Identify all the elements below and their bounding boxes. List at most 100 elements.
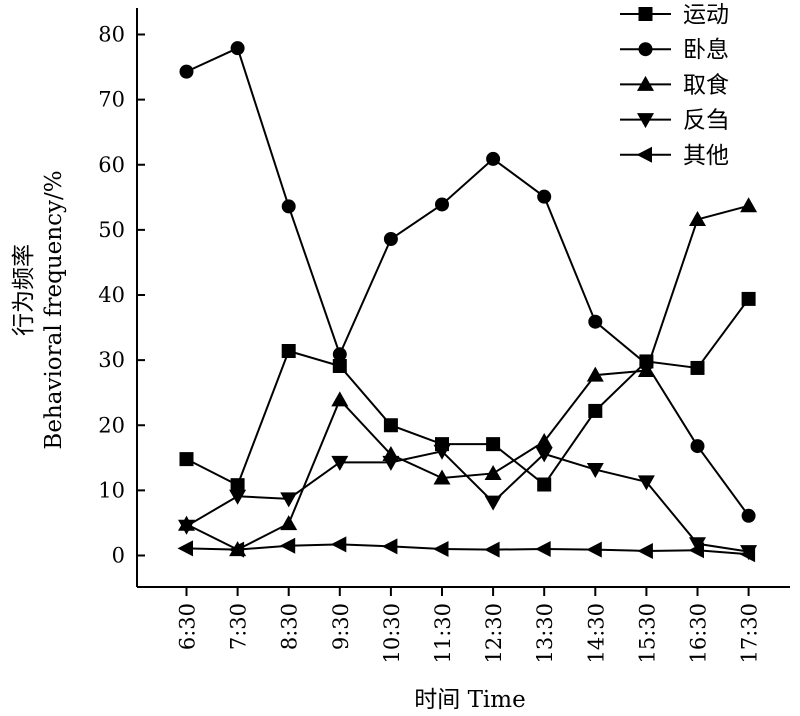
- x-tick-label: 14:30: [584, 603, 608, 664]
- data-point: [228, 541, 245, 558]
- data-point: [331, 455, 349, 471]
- x-tick-label-group: 6:30: [176, 603, 200, 650]
- x-tick-label: 13:30: [533, 603, 557, 664]
- data-point: [586, 366, 604, 382]
- data-point: [177, 540, 193, 557]
- x-tick-label-group: 14:30: [584, 603, 608, 664]
- legend-entry: 取食: [620, 72, 729, 98]
- data-point: [537, 189, 552, 204]
- data-point: [279, 537, 296, 554]
- data-point: [230, 41, 245, 56]
- legend-label: 反刍: [683, 108, 729, 134]
- y-axis-title-2: Behavioral frequency/%: [41, 170, 67, 449]
- data-point: [331, 391, 349, 407]
- data-point: [741, 508, 756, 523]
- x-axis-title: 时间 Time: [414, 687, 525, 713]
- x-tick-label: 11:30: [431, 603, 455, 664]
- data-point: [588, 314, 603, 329]
- y-tick-label: 30: [98, 348, 125, 372]
- legend-entry: 反刍: [620, 108, 729, 134]
- x-tick-label-group: 11:30: [431, 603, 455, 664]
- x-tick-label: 10:30: [380, 603, 404, 664]
- data-point: [433, 469, 451, 485]
- legend-marker: [637, 75, 654, 91]
- data-point: [637, 475, 655, 491]
- legend-label: 卧息: [683, 37, 729, 63]
- y-axis-title-line2: Behavioral frequency/%: [41, 170, 67, 449]
- data-point: [281, 344, 296, 359]
- series-4: [178, 444, 758, 561]
- axes: 0 10 20 30 40 50 60 70 80 6:30 7:30 8:30 9:30 10:30 11…: [98, 8, 790, 664]
- data-point: [689, 210, 706, 226]
- series-line: [186, 298, 750, 487]
- y-tick-label: 80: [98, 23, 125, 47]
- y-tick-label: 50: [98, 218, 125, 242]
- data-point: [486, 437, 501, 452]
- data-point: [382, 455, 400, 471]
- legend-label: 其他: [683, 143, 729, 169]
- data-point: [535, 433, 553, 449]
- data-point: [484, 541, 500, 558]
- data-point: [280, 492, 298, 508]
- data-point: [332, 347, 347, 362]
- data-point: [178, 519, 195, 535]
- data-point: [535, 540, 551, 557]
- data-point: [586, 541, 602, 558]
- legend-marker: [637, 113, 654, 129]
- series-line: [185, 450, 749, 553]
- legend-label: 取食: [683, 72, 729, 98]
- series-layer: [177, 41, 758, 563]
- data-point: [484, 495, 502, 511]
- y-axis-title-line1: 行为频率: [11, 244, 37, 336]
- y-axis-title: 行为频率: [11, 244, 37, 336]
- data-point: [741, 291, 756, 306]
- x-tick-label: 15:30: [635, 603, 659, 664]
- data-point: [690, 360, 705, 375]
- legend-entry: 其他: [620, 143, 729, 169]
- x-tick-label-group: 15:30: [635, 603, 659, 664]
- data-point: [586, 463, 604, 479]
- x-tick-label: 16:30: [687, 603, 711, 664]
- data-point: [537, 477, 552, 492]
- legend-marker: [636, 146, 652, 163]
- data-point: [688, 542, 704, 559]
- data-point: [179, 64, 194, 79]
- x-tick-label: 12:30: [482, 603, 506, 664]
- data-point: [484, 464, 502, 480]
- data-point: [229, 489, 247, 505]
- data-point: [381, 538, 398, 555]
- data-point: [435, 197, 449, 212]
- series-3: [178, 197, 758, 557]
- data-point: [433, 540, 449, 557]
- legend-label: 运动: [683, 2, 729, 28]
- y-tick-label: 40: [98, 283, 125, 307]
- legend-marker: [638, 7, 653, 21]
- x-tick-label: 7:30: [227, 603, 251, 650]
- data-point: [433, 444, 451, 460]
- y-tick-label: 10: [98, 478, 125, 502]
- series-1: [179, 291, 756, 493]
- x-tick-label-group: 12:30: [482, 603, 506, 664]
- series-line: [186, 46, 750, 517]
- x-tick-label-group: 10:30: [380, 603, 404, 664]
- data-point: [689, 537, 706, 553]
- y-tick-label: 60: [98, 153, 125, 177]
- data-point: [740, 197, 758, 213]
- x-tick-label-group: 13:30: [533, 603, 557, 664]
- data-point: [486, 151, 501, 166]
- y-tick-label: 70: [98, 88, 125, 112]
- x-tick-label-group: 7:30: [227, 603, 251, 650]
- legend-entry: 运动: [620, 2, 729, 28]
- data-point: [332, 358, 347, 373]
- series-line: [186, 543, 749, 556]
- y-tick-label: 20: [98, 413, 125, 437]
- data-point: [637, 542, 653, 559]
- data-point: [535, 447, 553, 463]
- data-point: [330, 536, 347, 553]
- data-point: [383, 418, 398, 433]
- x-tick-label-group: 17:30: [738, 603, 762, 664]
- x-tick-label-group: 16:30: [687, 603, 711, 664]
- x-tick-label-group: 8:30: [278, 603, 302, 650]
- data-point: [179, 452, 194, 467]
